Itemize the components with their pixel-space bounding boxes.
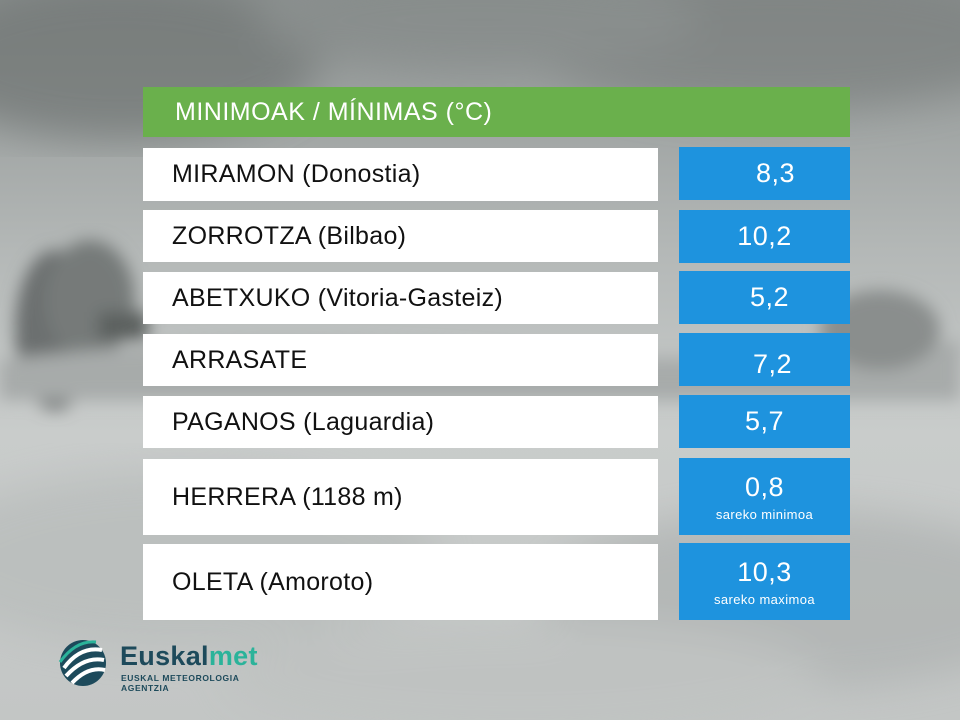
temperature-value-miramon: 8,3: [679, 147, 850, 200]
temperature-value-oleta: 10,3 sareko maximoa: [679, 543, 850, 620]
station-label-paganos: PAGANOS (Laguardia): [143, 396, 658, 448]
station-label-abetxuko: ABETXUKO (Vitoria-Gasteiz): [143, 272, 658, 324]
temperature-value-abetxuko: 5,2: [679, 271, 850, 324]
station-label-miramon: MIRAMON (Donostia): [143, 148, 658, 201]
euskalmet-emblem-icon: [58, 640, 106, 686]
temperature-value-zorrotza: 10,2: [679, 210, 850, 263]
station-label-arrasate: ARRASATE: [143, 334, 658, 386]
temperature-value-arrasate: 7,2: [679, 333, 850, 386]
temperature-value-herrera: 0,8 sareko minimoa: [679, 458, 850, 535]
table-header: MINIMOAK / MÍNIMAS (°C): [143, 87, 850, 137]
header-title: MINIMOAK / MÍNIMAS (°C): [175, 97, 493, 126]
logo-wordmark: Euskalmet: [120, 641, 258, 671]
euskalmet-logo: Euskalmet EUSKAL METEOROLOGIA AGENTZIA: [58, 638, 278, 693]
station-label-herrera: HERRERA (1188 m): [143, 459, 658, 535]
temperature-value-paganos: 5,7: [679, 395, 850, 448]
grid-maximum-note: sareko maximoa: [714, 591, 815, 607]
station-label-zorrotza: ZORROTZA (Bilbao): [143, 210, 658, 262]
station-label-oleta: OLETA (Amoroto): [143, 544, 658, 620]
grid-minimum-note: sareko minimoa: [715, 506, 814, 522]
logo-subtitle: EUSKAL METEOROLOGIA AGENTZIA: [121, 673, 240, 693]
